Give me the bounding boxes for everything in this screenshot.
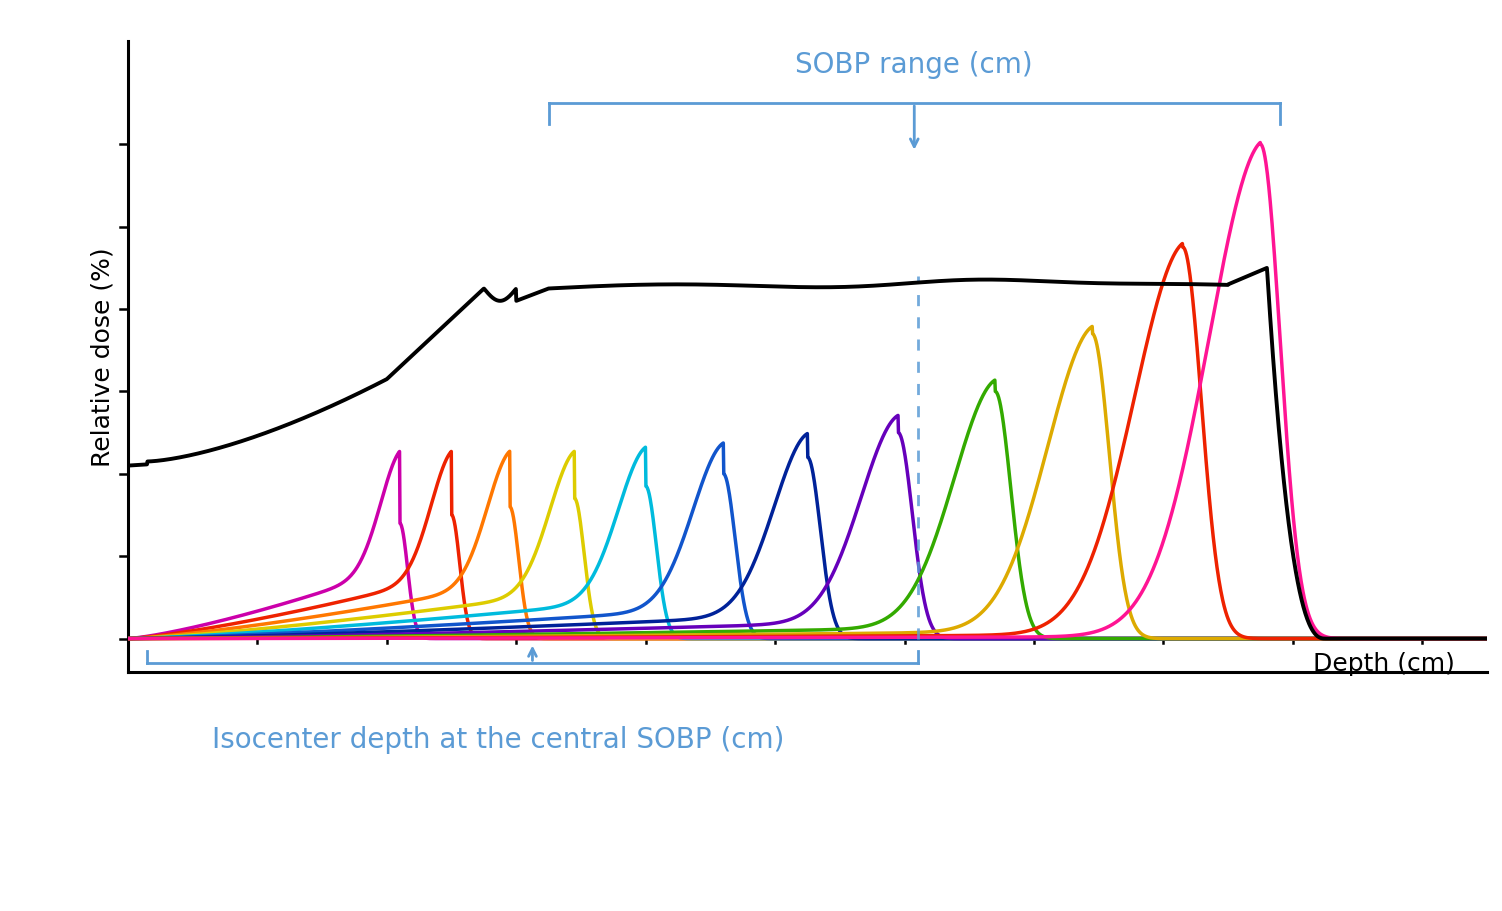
Text: Depth (cm): Depth (cm): [1313, 651, 1454, 675]
Text: SOBP range (cm): SOBP range (cm): [796, 51, 1033, 79]
Text: Isocenter depth at the central SOBP (cm): Isocenter depth at the central SOBP (cm): [212, 725, 784, 753]
Y-axis label: Relative dose (%): Relative dose (%): [90, 248, 114, 466]
